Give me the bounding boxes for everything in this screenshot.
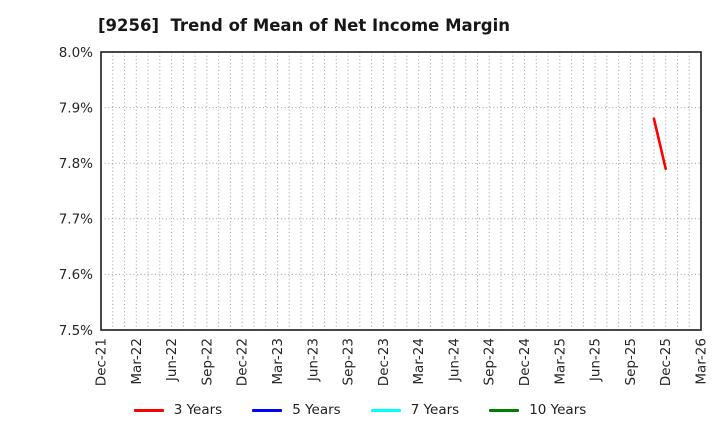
- legend-line-cyan-icon: [370, 409, 401, 413]
- x-tick-label: Mar-22: [129, 338, 145, 385]
- x-tick-label: Dec-22: [235, 338, 251, 386]
- x-tick-label: Jun-24: [446, 338, 462, 382]
- series-line-3-years: [652, 117, 668, 171]
- y-tick-label: 7.7%: [59, 212, 93, 228]
- x-tick-label: Sep-25: [623, 338, 639, 386]
- legend-label-5-years: 5 Years: [292, 402, 341, 418]
- legend-item-3-years: 3 Years: [133, 402, 223, 418]
- x-tick-label: Jun-23: [305, 338, 321, 382]
- legend-line-green-icon: [489, 409, 520, 413]
- legend-label-3-years: 3 Years: [173, 402, 223, 418]
- x-tick-label: Jun-22: [164, 338, 180, 382]
- x-tick-label: Mar-23: [270, 338, 286, 385]
- y-tick-label: 7.5%: [59, 323, 93, 339]
- legend-line-red-icon: [133, 409, 164, 413]
- x-tick-label: Sep-24: [482, 338, 498, 386]
- x-tick-label: Mar-24: [411, 338, 427, 385]
- legend-item-5-years: 5 Years: [252, 402, 341, 418]
- chart-title: [9256] Trend of Mean of Net Income Margi…: [98, 16, 510, 35]
- x-tick-label: Mar-25: [552, 338, 568, 385]
- legend: 3 Years 5 Years 7 Years 10 Years: [0, 402, 720, 418]
- legend-label-10-years: 10 Years: [529, 402, 587, 418]
- y-tick-label: 7.9%: [59, 100, 93, 116]
- plot-frame: [100, 51, 702, 331]
- x-tick-label: Sep-23: [341, 338, 357, 386]
- y-tick-label: 8.0%: [59, 45, 93, 61]
- legend-item-10-years: 10 Years: [489, 402, 587, 418]
- legend-line-blue-icon: [252, 409, 283, 413]
- y-tick-label: 7.6%: [59, 267, 93, 283]
- legend-label-7-years: 7 Years: [410, 402, 460, 418]
- x-tick-label: Dec-25: [658, 338, 674, 386]
- legend-item-7-years: 7 Years: [370, 402, 460, 418]
- x-tick-label: Dec-21: [94, 338, 110, 386]
- x-tick-label: Dec-24: [517, 338, 533, 386]
- x-tick-label: Dec-23: [376, 338, 392, 386]
- y-tick-label: 7.8%: [59, 156, 93, 172]
- x-tick-label: Jun-25: [588, 338, 604, 382]
- x-tick-label: Sep-22: [199, 338, 215, 386]
- x-tick-label: Mar-26: [694, 338, 710, 385]
